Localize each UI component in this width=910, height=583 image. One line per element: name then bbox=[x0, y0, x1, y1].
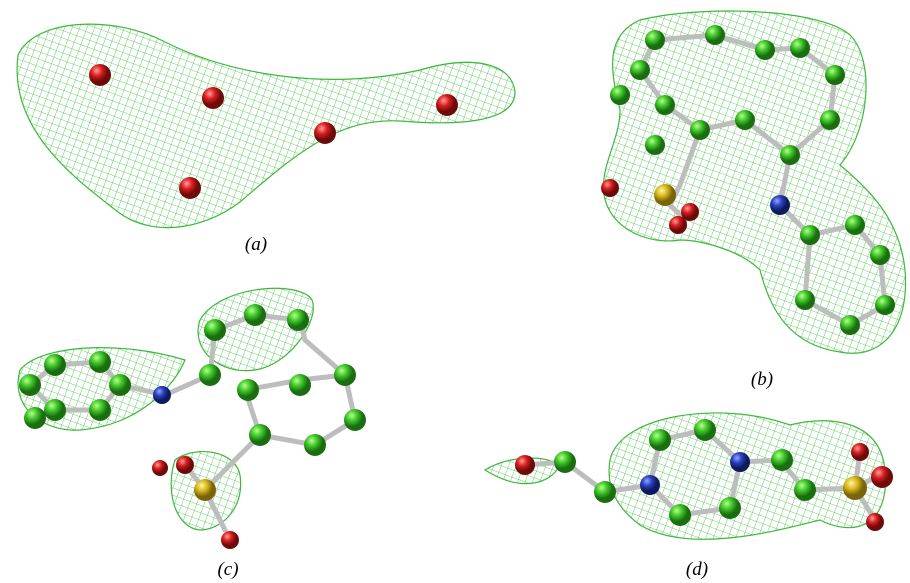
panel-b: (b) bbox=[601, 11, 906, 390]
panel-d: (d) bbox=[485, 413, 893, 580]
panel-label: (d) bbox=[686, 559, 708, 580]
panel-label: (c) bbox=[217, 559, 238, 580]
figure: (a) (b) bbox=[0, 0, 910, 583]
panel-label: (a) bbox=[245, 234, 267, 255]
panel-label: (b) bbox=[751, 369, 773, 390]
panel-c: (c) bbox=[18, 288, 366, 580]
panel-a: (a) bbox=[17, 24, 515, 255]
